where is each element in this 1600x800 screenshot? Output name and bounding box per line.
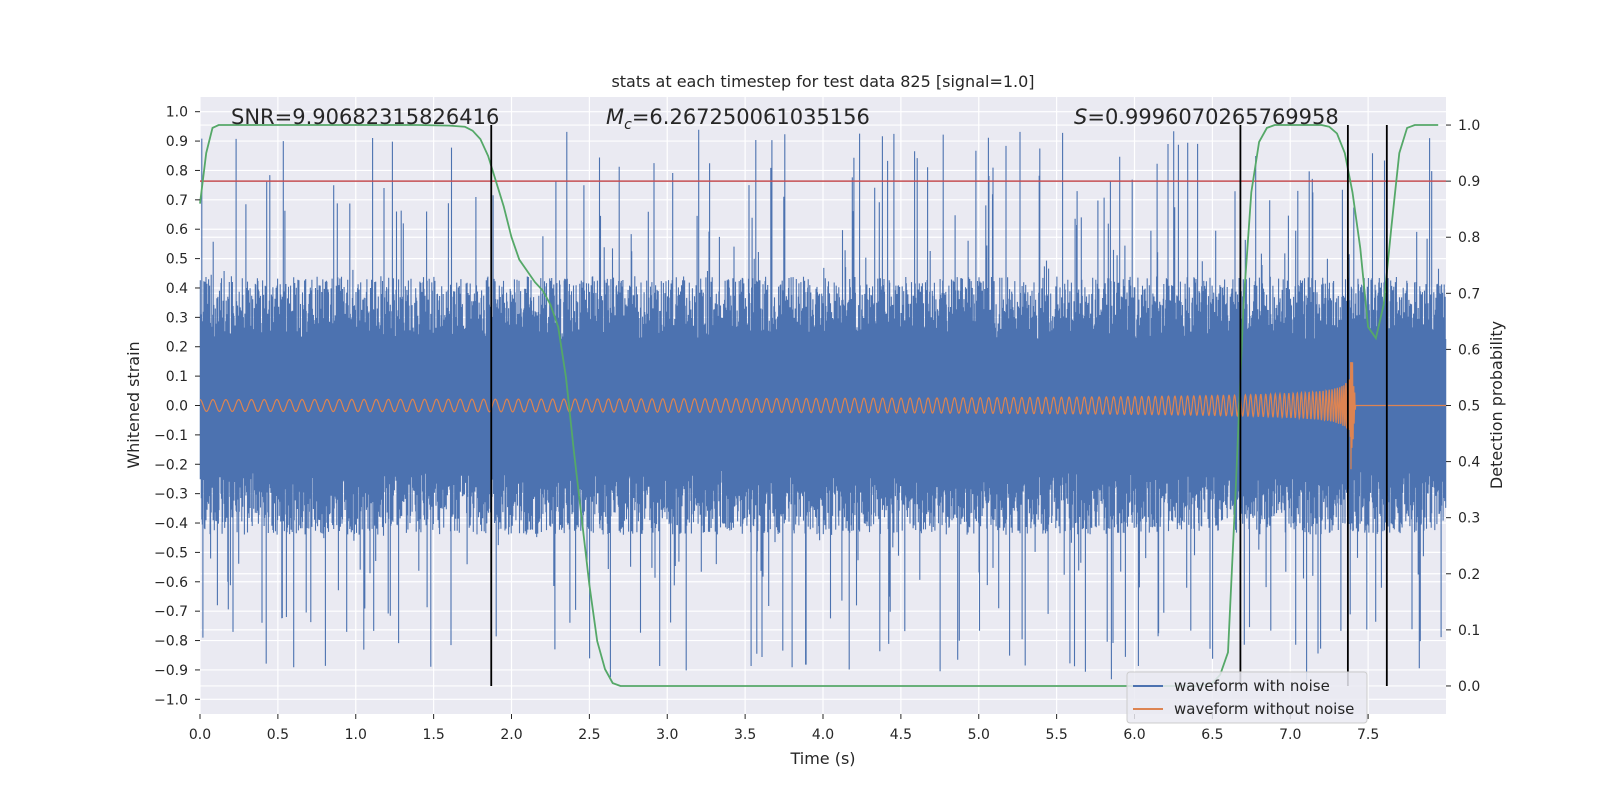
x-axis-ticks: 0.0 0.5 1.0 1.5 2.0 2.5 3.0 3.5 4.0 4.5 5.0 5.5 6.0 6… [189,714,1379,743]
legend-label-clean: waveform without noise [1174,700,1354,718]
chart-title: stats at each timestep for test data 825… [611,72,1034,91]
chirp-mass-annotation: Mc=6.267250061035156 [606,105,870,133]
y2-tick-label: 0.3 [1458,511,1480,527]
y2-tick-label: 0.6 [1458,342,1480,358]
x-tick-label: 6.0 [1123,727,1145,743]
series-detection-probability [199,124,1439,687]
y-axis-label: Whitened strain [124,341,143,468]
y2-tick-label: 0.2 [1458,567,1480,583]
legend-label-noise: waveform with noise [1174,677,1330,695]
y-axis-ticks: 1.0 0.9 0.8 0.7 0.6 0.5 0.4 0.3 0.2 0.1 0.0 −0.1 −0.… [154,105,200,708]
x-tick-label: 7.0 [1279,727,1301,743]
x-tick-label: 4.0 [812,727,834,743]
legend-box [1126,671,1368,724]
x-tick-label: 1.5 [422,727,444,743]
y-tick-label: 0.2 [166,340,188,356]
y2-tick-label: 0.0 [1458,679,1480,695]
x-tick-label: 3.5 [734,727,756,743]
x-tick-label: 5.0 [968,727,990,743]
noisy-waveform-trace [199,129,1447,681]
y2-tick-label: 0.4 [1458,455,1480,471]
y-tick-label: 0.7 [166,193,188,209]
y-tick-label: 0.5 [166,252,188,268]
y2-axis-ticks: 1.0 0.9 0.8 0.7 0.6 0.5 0.4 0.3 0.2 0.1 0.0 [1446,118,1480,695]
y-tick-label: −0.3 [154,487,188,503]
y2-tick-label: 0.1 [1458,623,1480,639]
y2-tick-label: 0.5 [1458,399,1480,415]
y2-tick-label: 1.0 [1458,118,1480,134]
y-tick-label: 0.1 [166,369,188,385]
y2-axis-label: Detection probability [1487,321,1506,489]
y-tick-label: −0.6 [154,575,188,591]
series-waveform-with-noise [199,129,1447,681]
x-tick-label: 0.0 [189,727,211,743]
x-axis-label: Time (s) [789,749,855,768]
y-tick-label: −0.5 [154,545,188,561]
legend: waveform with noise waveform without noi… [1126,671,1368,724]
y-tick-label: −0.8 [154,634,188,650]
x-tick-label: 2.5 [578,727,600,743]
y-tick-label: 0.6 [166,222,188,238]
y-tick-label: −0.9 [154,663,188,679]
x-tick-label: 3.0 [656,727,678,743]
y-tick-label: −1.0 [154,692,188,708]
y-tick-label: −0.7 [154,604,188,620]
x-tick-label: 2.0 [500,727,522,743]
y-tick-label: 0.4 [166,281,188,297]
y-tick-label: −0.1 [154,428,188,444]
y2-tick-label: 0.7 [1458,286,1480,302]
y-tick-label: 0.8 [166,163,188,179]
y-tick-label: 0.9 [166,134,188,150]
x-tick-label: 5.5 [1045,727,1067,743]
y-tick-label: −0.2 [154,457,188,473]
x-tick-label: 6.5 [1201,727,1223,743]
x-tick-label: 4.5 [890,727,912,743]
x-tick-label: 1.0 [345,727,367,743]
detection-markers [490,125,1388,686]
y-tick-label: 0.0 [166,399,188,415]
x-tick-label: 7.5 [1357,727,1379,743]
y-tick-label: 0.3 [166,310,188,326]
y2-tick-label: 0.9 [1458,174,1480,190]
s-annotation: S=0.9996070265769958 [1074,105,1339,129]
x-tick-label: 0.5 [267,727,289,743]
snr-annotation: SNR=9.90682315826416 [231,105,499,129]
y-tick-label: 1.0 [166,105,188,121]
y2-tick-label: 0.8 [1458,230,1480,246]
y-tick-label: −0.4 [154,516,188,532]
